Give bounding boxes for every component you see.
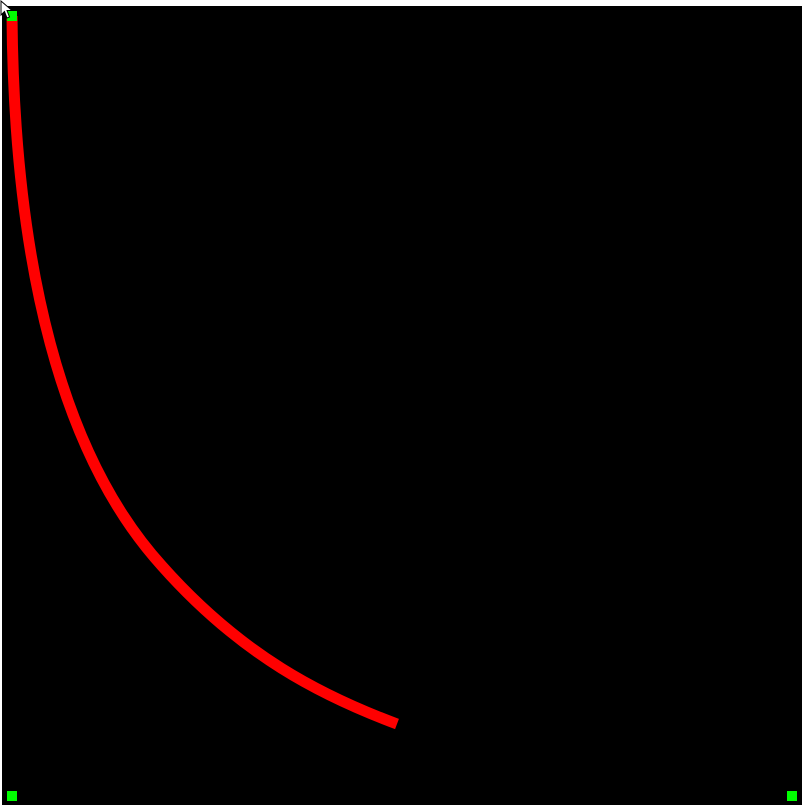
drawing-canvas[interactable]: [2, 6, 802, 805]
canvas-surface[interactable]: [2, 6, 802, 805]
bottom-right-handle[interactable]: [787, 791, 797, 801]
top-left-handle[interactable]: [7, 11, 17, 21]
red-curve[interactable]: [6, 15, 399, 730]
arrow-pointer-icon: [0, 0, 14, 19]
bottom-left-handle[interactable]: [7, 791, 17, 801]
